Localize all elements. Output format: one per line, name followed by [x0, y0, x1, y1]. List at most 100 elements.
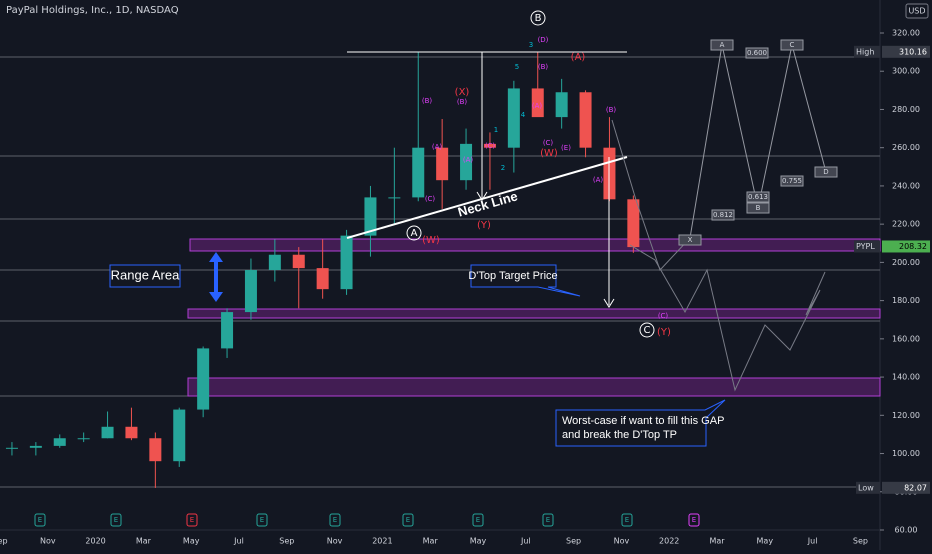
- y-tick-label: 100.00: [892, 449, 920, 458]
- earnings-box: [621, 513, 633, 527]
- projection: [629, 244, 826, 392]
- candle-body: [627, 199, 640, 248]
- x-tick-label: Sep: [853, 537, 868, 546]
- earnings-box: [256, 513, 268, 527]
- worst-label: Worst-case if want to fill this GAP: [562, 415, 724, 427]
- earnings-marker: E: [692, 516, 696, 524]
- earnings-box: [688, 513, 700, 527]
- price-tag: [856, 481, 880, 494]
- wave-circle: [406, 225, 422, 241]
- wave-label: (A): [463, 156, 474, 164]
- wave-label: (B): [606, 106, 617, 114]
- x-tick-label: Nov: [614, 537, 630, 546]
- y-tick-label: 180.00: [892, 296, 920, 305]
- earnings-marker: E: [260, 516, 264, 524]
- wave-label: 3: [529, 41, 533, 49]
- earnings-marker: E: [190, 516, 194, 524]
- candle-body: [221, 312, 234, 349]
- projection-box: [746, 202, 770, 214]
- worst-label: and break the D'Top TP: [562, 429, 677, 441]
- x-tick-label: May: [470, 537, 487, 546]
- candle-body: [5, 447, 18, 449]
- chart-title: PayPal Holdings, Inc., 1D, NASDAQ: [6, 5, 179, 16]
- wave-label: 5: [515, 63, 519, 71]
- x-tick-label: May: [757, 537, 774, 546]
- zone: [187, 308, 881, 319]
- x-tick-label: May: [183, 537, 200, 546]
- wave-label: (A): [571, 52, 586, 63]
- y-tick-label: 320.00: [892, 29, 920, 38]
- earnings-box: [542, 513, 554, 527]
- projection-box: [745, 47, 769, 59]
- candle-body: [244, 270, 257, 313]
- projection-label: 0.613: [748, 193, 768, 201]
- neck-line: [346, 156, 628, 239]
- wave-label: (W): [540, 148, 558, 159]
- earnings-marker: E: [476, 516, 480, 524]
- y-tick-label: 300.00: [892, 67, 920, 76]
- candle-body: [316, 268, 329, 290]
- candle-body: [483, 143, 496, 148]
- projection-box: [780, 175, 804, 187]
- wave-label: (B): [538, 63, 549, 71]
- price-tag-label: High: [856, 47, 874, 56]
- wave-label: (A): [532, 102, 543, 110]
- earnings-marker: E: [333, 516, 337, 524]
- x-tick-label: Sep: [279, 537, 294, 546]
- candle-body: [388, 197, 401, 199]
- candle-body: [531, 88, 544, 118]
- candle-body: [77, 438, 90, 440]
- candle-body: [101, 426, 114, 439]
- x-tick-label: Jul: [233, 537, 244, 546]
- earnings-box: [402, 513, 414, 527]
- price-value: 310.16: [899, 47, 927, 56]
- price-tag-label: Low: [858, 483, 874, 492]
- wave-label: 1: [494, 126, 498, 134]
- y-tick-label: 280.00: [892, 105, 920, 114]
- earnings-box: [472, 513, 484, 527]
- projection-label: A: [720, 41, 725, 49]
- projection-box: [710, 39, 734, 51]
- wave-label: (Y): [657, 327, 671, 338]
- arrow-head: [476, 191, 488, 201]
- arrow-head: [603, 298, 615, 308]
- wave-label: (W): [422, 235, 440, 246]
- projection-box: [814, 166, 838, 178]
- projection-label: B: [756, 204, 761, 212]
- wave-label: (C): [543, 139, 554, 147]
- price-value: 208.32: [899, 242, 927, 251]
- candle-body: [53, 438, 66, 446]
- candle-body: [579, 92, 592, 148]
- y-tick-label: 140.00: [892, 373, 920, 382]
- candle-body: [149, 438, 162, 462]
- wave-label: (A): [593, 176, 604, 184]
- projection: [611, 119, 691, 271]
- x-tick-label: Mar: [423, 537, 439, 546]
- projection-box: [746, 191, 770, 203]
- wave-label: (A): [432, 143, 443, 151]
- price-box: [882, 481, 930, 494]
- earnings-box: [34, 513, 46, 527]
- target-label: D'Top Target Price: [468, 270, 557, 282]
- projection-label: 0.812: [713, 211, 733, 219]
- y-tick-label: 160.00: [892, 334, 920, 343]
- annotations: B A C (W) (X) (Y) (A) (W) (Y) (B) (A) (C) (B) (A) (C) (…: [34, 10, 838, 527]
- wave-label: (B): [422, 97, 433, 105]
- candle-body: [268, 254, 281, 271]
- projection-box: [780, 39, 804, 51]
- earnings-marker: E: [406, 516, 410, 524]
- earnings-marker: E: [625, 516, 629, 524]
- wave-label: (B): [457, 98, 468, 106]
- range-arrow-head: [209, 252, 223, 302]
- candle-body: [436, 147, 449, 181]
- earnings-box: [186, 513, 198, 527]
- zone: [189, 238, 881, 252]
- price-box: [882, 45, 930, 58]
- wave-label: (Y): [477, 220, 491, 231]
- candle-body: [173, 409, 186, 462]
- wave-label: 4: [521, 111, 526, 119]
- candle-body: [412, 147, 425, 198]
- earnings-marker: E: [114, 516, 118, 524]
- range-area-label: Range Area: [111, 267, 180, 282]
